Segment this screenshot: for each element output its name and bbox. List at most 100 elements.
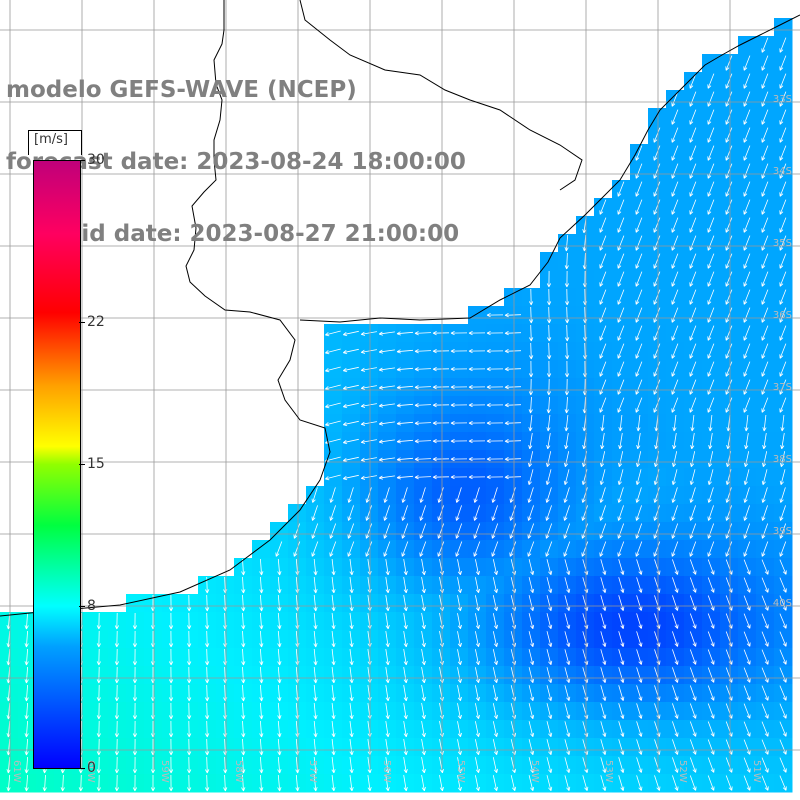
wind-arrow [419,505,426,521]
wind-arrow [150,757,156,774]
wind-arrow [744,451,750,468]
colorbar-unit: [m/s] [34,132,68,147]
wind-arrow [331,685,336,702]
wind-arrow [671,163,679,179]
wind-arrow [385,595,390,612]
wind-arrow [475,775,480,792]
colorbar-tick-label: 0 [87,760,96,776]
wind-arrow [168,702,174,720]
wind-arrow [600,775,607,791]
wind-arrow [365,541,373,557]
wind-arrow [689,397,697,413]
wind-arrow [528,396,533,414]
wind-arrow [277,594,282,612]
wind-arrow [432,457,450,462]
wind-arrow [259,702,264,720]
wind-arrow [761,685,769,701]
wind-arrow [635,343,643,359]
ocean-cell [702,54,721,73]
wind-arrow [401,523,409,539]
wind-arrow [414,403,432,408]
wind-arrow [259,774,264,792]
wind-arrow [617,217,625,233]
wind-arrow [342,456,359,463]
wind-arrow [492,631,498,648]
wind-arrow [546,649,553,666]
wind-arrow [565,288,570,306]
wind-arrow [132,648,138,666]
wind-arrow [636,649,643,665]
wind-arrow [779,649,787,665]
wind-arrow [468,474,486,480]
wind-arrow [636,721,643,737]
wind-arrow [689,379,697,395]
wind-arrow [689,181,697,197]
wind-arrow [529,342,534,360]
wind-arrow [528,775,535,792]
wind-arrow [725,361,733,377]
wind-arrow [385,703,390,720]
wind-arrow [367,757,372,774]
wind-arrow [241,738,246,756]
wind-arrow [528,613,535,630]
wind-arrow [761,199,769,215]
wind-arrow [653,487,660,503]
wind-arrow [349,613,354,630]
wind-arrow [385,649,390,666]
wind-arrow [617,379,625,395]
wind-arrow [473,487,480,503]
wind-arrow [241,648,246,666]
wind-arrow [707,703,715,719]
wind-arrow [564,667,571,683]
wind-arrow [690,451,696,468]
wind-arrow [528,667,535,684]
wind-arrow [295,756,300,774]
wind-arrow [636,775,643,791]
wind-arrow [331,703,336,720]
longitude-label: 56W [381,760,392,783]
wind-arrow [241,576,246,594]
wind-arrow [690,433,695,450]
wind-arrow [725,217,733,233]
wind-arrow [725,163,733,179]
wind-arrow [205,648,210,666]
wind-arrow [132,684,138,702]
wind-arrow [725,235,733,251]
wind-arrow [761,487,768,503]
wind-arrow [761,325,769,341]
wind-arrow [347,505,354,521]
wind-arrow [582,775,589,791]
wind-arrow [564,613,571,629]
wind-arrow [671,469,678,485]
wind-arrow [311,487,318,503]
wind-arrow [672,721,679,737]
wind-arrow [24,774,29,792]
wind-arrow [421,577,426,594]
wind-arrow [313,594,318,612]
wind-arrow [450,438,468,444]
wind-arrow [311,505,318,521]
wind-arrow [78,756,83,774]
latitude-label: 36S [773,310,792,321]
wind-arrow [114,738,120,756]
wind-arrow [761,739,769,755]
wind-arrow [564,360,570,378]
wind-arrow [486,366,504,372]
wind-arrow [779,289,787,305]
wind-arrow [689,325,697,341]
wind-arrow [671,361,679,377]
wind-arrow [414,331,432,336]
wind-arrow [504,439,522,444]
wind-arrow [671,217,679,233]
wind-arrow [707,271,715,287]
wind-arrow [779,91,787,107]
wind-arrow [468,438,486,444]
wind-arrow [779,559,787,575]
wind-arrow [707,397,715,413]
wind-arrow [743,361,751,377]
wind-arrow [241,720,246,738]
wind-arrow [527,505,534,521]
wind-arrow [223,774,228,792]
wind-arrow [492,757,498,774]
wind-arrow [707,91,715,107]
